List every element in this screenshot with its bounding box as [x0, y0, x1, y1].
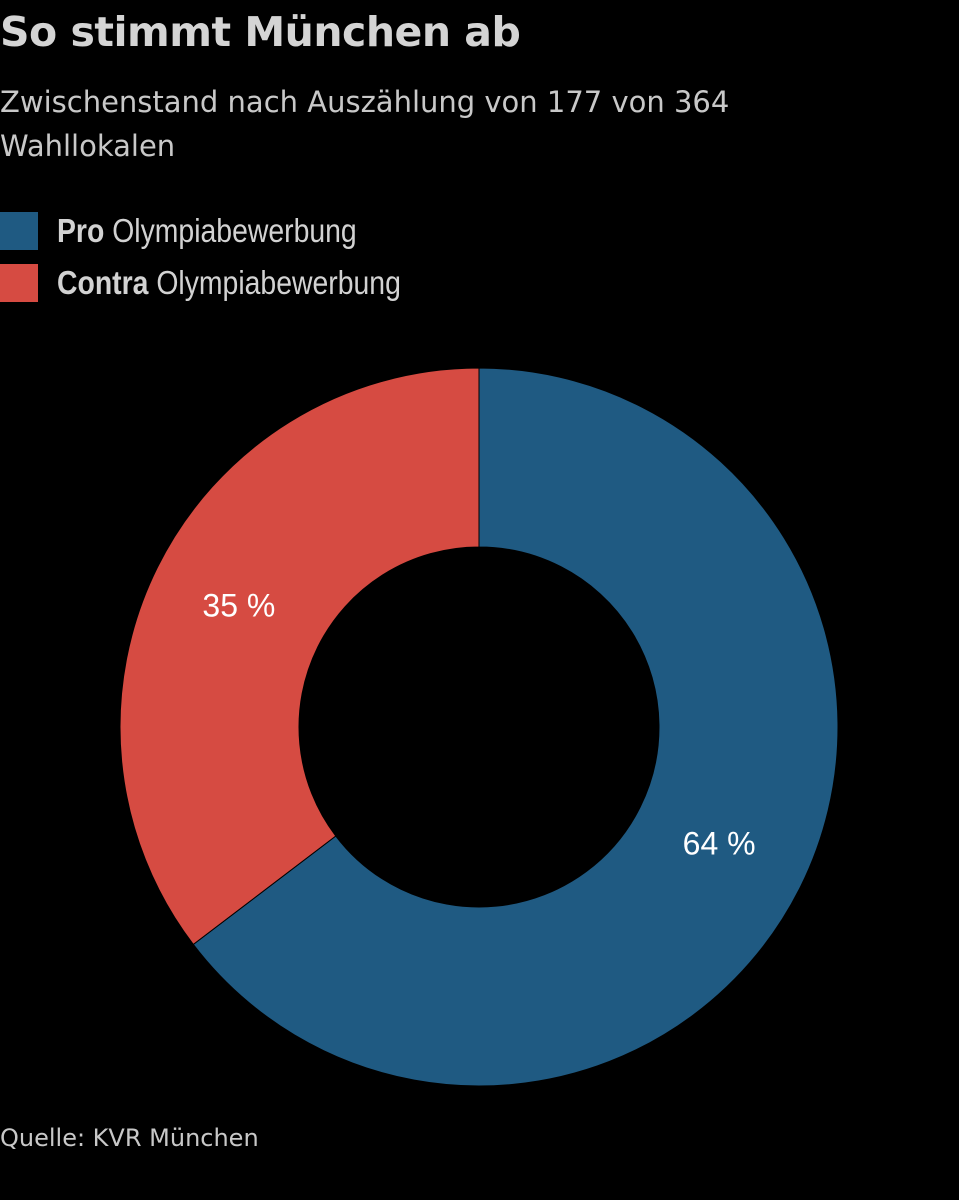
- legend-swatch-contra: [0, 264, 38, 302]
- chart-title: So stimmt München ab: [0, 8, 521, 56]
- legend-label-contra-strong: Contra: [57, 264, 149, 301]
- legend-label-contra-suffix: Olympiabewerbung: [156, 264, 401, 301]
- legend-item-contra: Contra Olympiabewerbung: [0, 258, 457, 308]
- legend-swatch-pro: [0, 212, 38, 250]
- legend-label-pro-strong: Pro: [57, 212, 105, 249]
- legend-label-pro-suffix: Olympiabewerbung: [112, 212, 357, 249]
- legend: Pro Olympiabewerbung Contra Olympiabewer…: [0, 206, 457, 310]
- legend-label-contra: Contra Olympiabewerbung: [57, 264, 401, 302]
- slice-label-pro: 64 %: [683, 825, 756, 861]
- donut-slice-contra: [119, 367, 480, 946]
- donut-slice-pro: [192, 367, 839, 1087]
- slice-label-contra: 35 %: [202, 587, 275, 623]
- chart-subtitle: Zwischenstand nach Auszählung von 177 vo…: [0, 85, 730, 163]
- legend-item-pro: Pro Olympiabewerbung: [0, 206, 457, 256]
- legend-label-pro: Pro Olympiabewerbung: [57, 212, 357, 250]
- source-note: Quelle: KVR München: [0, 1124, 259, 1152]
